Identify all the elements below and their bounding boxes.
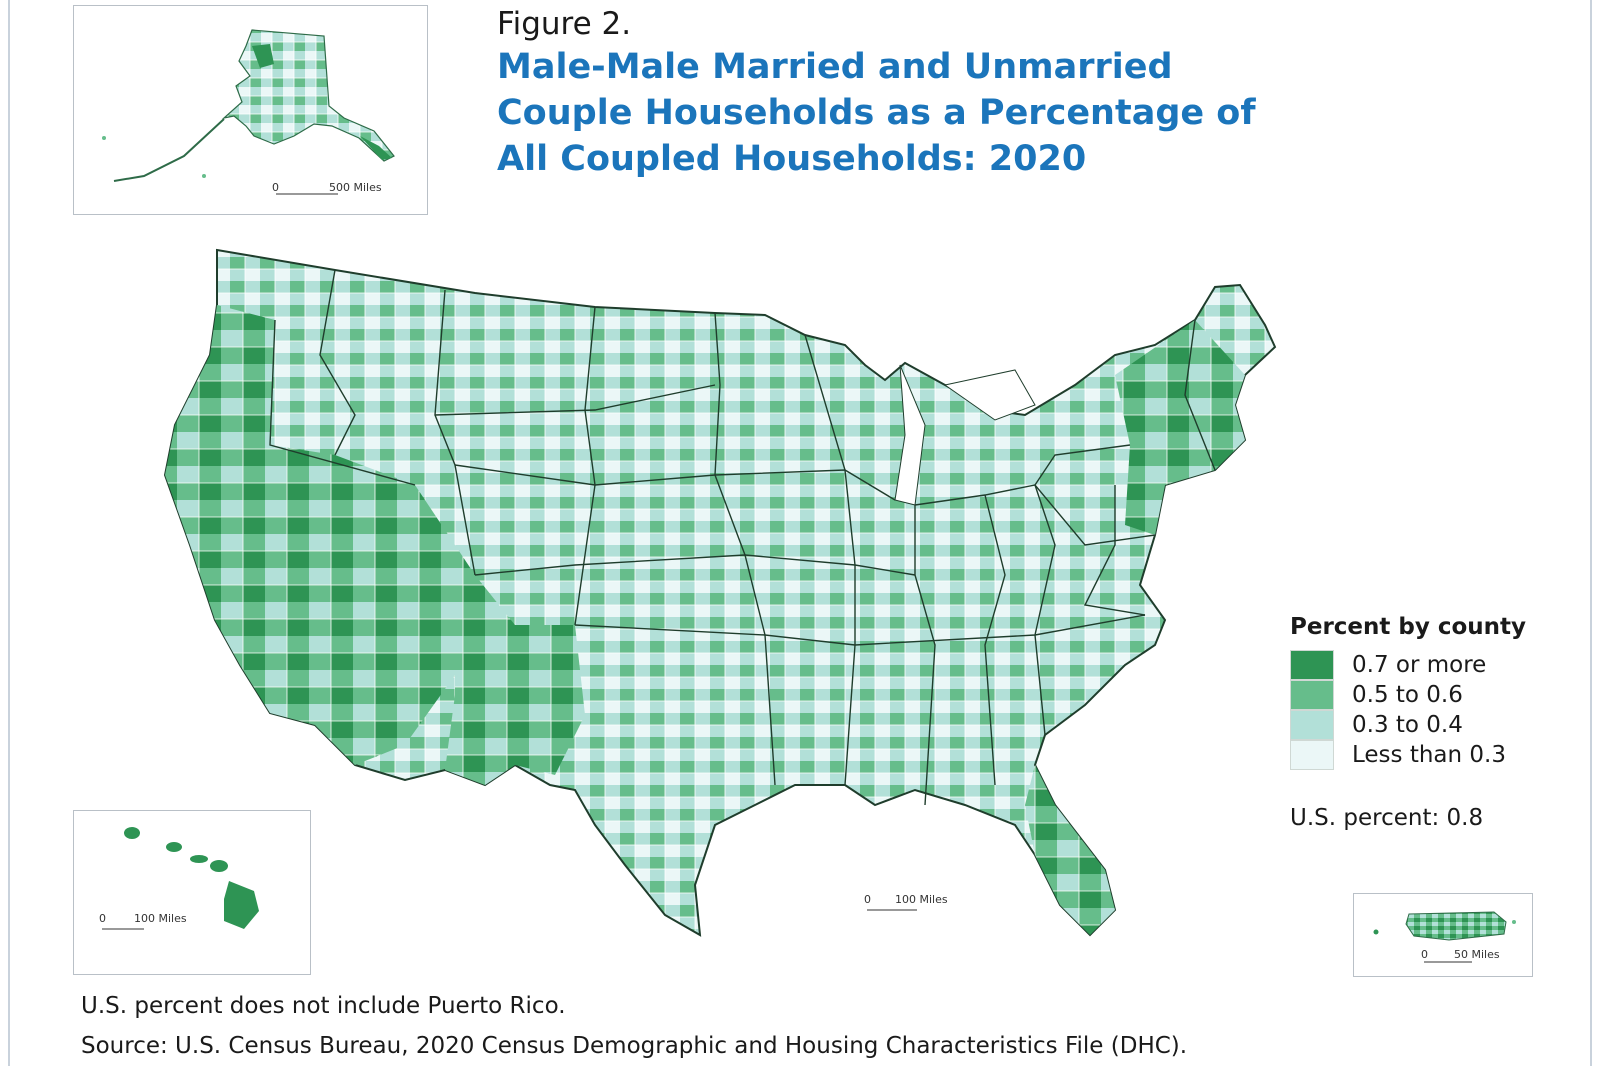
figure-frame <box>8 0 1592 1066</box>
northeast-region <box>1115 320 1245 535</box>
title-line-1: Male-Male Married and Unmarried <box>497 47 1173 87</box>
legend-label: 0.5 to 0.6 <box>1352 682 1463 708</box>
new-mexico-region <box>445 625 585 785</box>
puerto-rico-shape <box>1405 911 1507 941</box>
island <box>102 136 106 140</box>
us-county-map: 0 100 Miles <box>155 245 1315 975</box>
hawaii-scale-label: 100 Miles <box>134 912 187 925</box>
legend-item: 0.7 or more <box>1290 650 1570 680</box>
aleutian-islands <box>113 118 225 182</box>
legend-title: Percent by county <box>1290 614 1527 640</box>
title-line-2: Couple Households as a Percentage of <box>497 93 1256 133</box>
lake-superior-shore <box>943 369 1036 421</box>
main-scale-zero: 0 <box>864 893 871 906</box>
kauai-island <box>124 827 140 839</box>
figure-label: Figure 2. <box>497 6 632 42</box>
legend-swatch <box>1290 710 1334 740</box>
alaska-scale-label: 500 Miles <box>329 181 382 194</box>
alaska-county <box>252 44 274 68</box>
puerto-rico-inset: 0 50 Miles <box>1353 893 1533 977</box>
state-borders <box>269 269 1216 806</box>
island <box>202 174 206 178</box>
alaska-inset: 0 500 Miles <box>73 5 428 215</box>
title-line-3: All Coupled Households: 2020 <box>497 139 1087 179</box>
florida-region <box>1025 765 1115 935</box>
legend-label: 0.7 or more <box>1352 652 1487 678</box>
legend-label: Less than 0.3 <box>1352 742 1506 768</box>
oahu-island <box>166 842 182 852</box>
legend-item: 0.5 to 0.6 <box>1290 680 1570 710</box>
hawaii-inset: 0 100 Miles <box>73 810 311 975</box>
pr-scale-label: 50 Miles <box>1454 948 1500 961</box>
hawaii-map <box>102 827 259 930</box>
legend-label: 0.3 to 0.4 <box>1352 712 1463 738</box>
us-percent-value: U.S. percent: 0.8 <box>1290 805 1484 831</box>
island <box>1512 920 1516 924</box>
legend-item: Less than 0.3 <box>1290 740 1570 770</box>
alaska-scale-zero: 0 <box>272 181 279 194</box>
island <box>1373 929 1379 935</box>
lake-michigan <box>894 364 926 506</box>
legend-swatch <box>1290 740 1334 770</box>
west-region <box>165 305 515 765</box>
pr-scale-zero: 0 <box>1421 948 1428 961</box>
big-island <box>224 881 259 929</box>
alaska-map <box>102 29 395 195</box>
alaska-county <box>360 136 392 160</box>
footnote: U.S. percent does not include Puerto Ric… <box>81 993 566 1019</box>
legend-swatch <box>1290 680 1334 710</box>
source-note: Source: U.S. Census Bureau, 2020 Census … <box>81 1033 1188 1059</box>
contiguous-us-map <box>163 248 1277 937</box>
hawaii-scale-zero: 0 <box>99 912 106 925</box>
main-scale-label: 100 Miles <box>895 893 948 906</box>
puerto-rico-map <box>1373 911 1516 963</box>
map-legend: Percent by county 0.7 or more 0.5 to 0.6… <box>1290 614 1570 770</box>
legend-item: 0.3 to 0.4 <box>1290 710 1570 740</box>
maui-island <box>210 860 228 872</box>
map-title: Male-Male Married and Unmarried Couple H… <box>497 44 1297 182</box>
molokai-island <box>190 855 208 863</box>
legend-swatch <box>1290 650 1334 680</box>
